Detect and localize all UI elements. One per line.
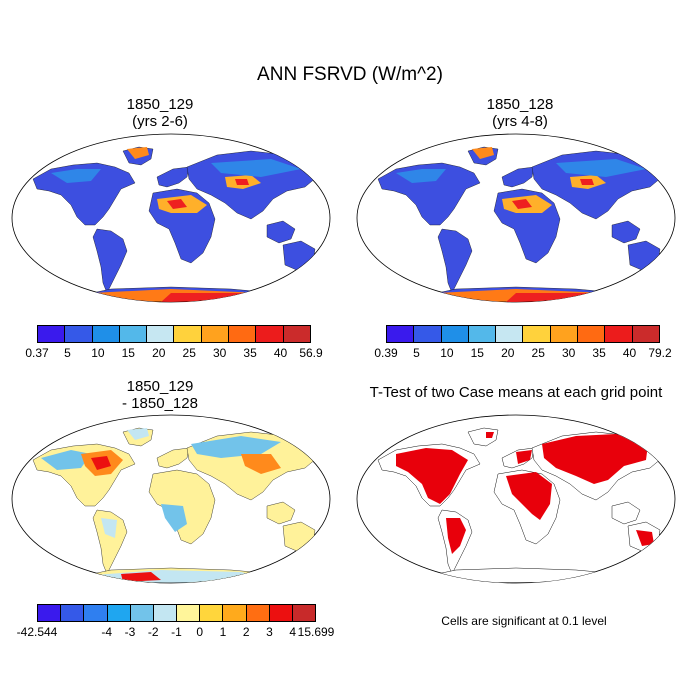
colorbar-label: 1 bbox=[219, 625, 227, 639]
colorbar-cell bbox=[496, 326, 524, 342]
panel-title-top-left: 1850_129 (yrs 2-6) bbox=[10, 96, 310, 130]
colorbar-cell bbox=[107, 605, 131, 621]
colorbar-cell bbox=[130, 605, 154, 621]
colorbar-bottom-left bbox=[37, 604, 316, 622]
colorbar-label: 79.2 bbox=[648, 346, 672, 360]
colorbar-cell bbox=[201, 326, 230, 342]
colorbar-cell bbox=[223, 605, 247, 621]
panel-title-line1: 1850_129 bbox=[126, 378, 194, 395]
colorbar-cell bbox=[387, 326, 415, 342]
colorbar-label: 4 bbox=[289, 625, 297, 639]
colorbar-cell bbox=[414, 326, 442, 342]
colorbar-label: 20 bbox=[152, 346, 166, 360]
colorbar-label: 5 bbox=[413, 346, 420, 360]
colorbar-cell bbox=[84, 605, 108, 621]
colorbar-label: 15.699 bbox=[297, 625, 335, 639]
panel-title-bottom-right: T-Test of two Case means at each grid po… bbox=[369, 384, 663, 401]
colorbar-label: 25 bbox=[182, 346, 196, 360]
colorbar-labels-top-left: 0.37 5 10 15 20 25 30 35 40 56.9 bbox=[25, 346, 322, 360]
colorbar-cell bbox=[92, 326, 120, 342]
colorbar-cell bbox=[246, 605, 270, 621]
colorbar-label: 15 bbox=[470, 346, 484, 360]
colorbar-label: 15 bbox=[121, 346, 135, 360]
map-bottom-right bbox=[356, 414, 676, 584]
colorbar-cell bbox=[292, 605, 316, 621]
colorbar-label: -1 bbox=[171, 625, 182, 639]
colorbar-label: -42.544 bbox=[16, 625, 58, 639]
colorbar-cell bbox=[269, 605, 293, 621]
colorbar-cell bbox=[61, 605, 85, 621]
colorbar-label: 10 bbox=[91, 346, 105, 360]
colorbar-cell bbox=[177, 605, 201, 621]
colorbar-label: 0.37 bbox=[25, 346, 49, 360]
colorbar-label: 2 bbox=[242, 625, 250, 639]
colorbar-top-left bbox=[37, 325, 311, 343]
colorbar-cell bbox=[38, 326, 66, 342]
colorbar-cell bbox=[605, 326, 633, 342]
panel-title-line2: (yrs 2-6) bbox=[132, 113, 188, 130]
map-top-right bbox=[356, 133, 676, 303]
colorbar-label: 20 bbox=[501, 346, 515, 360]
colorbar-cell bbox=[523, 326, 551, 342]
colorbar-label: 56.9 bbox=[299, 346, 323, 360]
colorbar-label: 5 bbox=[64, 346, 71, 360]
colorbar-labels-top-right: 0.39 5 10 15 20 25 30 35 40 79.2 bbox=[374, 346, 671, 360]
colorbar-label: 0.39 bbox=[374, 346, 398, 360]
colorbar-cell bbox=[632, 326, 659, 342]
map-top-left bbox=[11, 133, 331, 303]
colorbar-label: 40 bbox=[273, 346, 288, 360]
colorbar-cell bbox=[153, 605, 178, 621]
panel-title-bottom-left: 1850_129 - 1850_128 bbox=[10, 378, 310, 412]
colorbar-cell bbox=[578, 326, 606, 342]
colorbar-cell bbox=[468, 326, 497, 342]
panel-title-line2: (yrs 4-8) bbox=[492, 113, 548, 130]
colorbar-top-right bbox=[386, 325, 660, 343]
panel-title-line1: 1850_128 bbox=[486, 96, 554, 113]
figure-title: ANN FSRVD (W/m^2) bbox=[257, 64, 443, 85]
colorbar-label: 35 bbox=[243, 346, 257, 360]
colorbar-labels-bottom-left: -42.544 -4 -3 -2 -1 0 1 2 3 4 15.699 bbox=[17, 625, 335, 639]
map-bottom-left bbox=[11, 414, 331, 584]
panel-title-top-right: 1850_128 (yrs 4-8) bbox=[370, 96, 670, 130]
colorbar-label: 25 bbox=[531, 346, 545, 360]
colorbar-label: 30 bbox=[212, 346, 227, 360]
colorbar-label: -4 bbox=[101, 625, 113, 639]
colorbar-cell bbox=[200, 605, 224, 621]
colorbar-label: 30 bbox=[561, 346, 576, 360]
colorbar-label: -3 bbox=[124, 625, 136, 639]
colorbar-label: -2 bbox=[147, 625, 159, 639]
colorbar-label: 35 bbox=[592, 346, 606, 360]
colorbar-cell bbox=[283, 326, 310, 342]
colorbar-cell bbox=[229, 326, 257, 342]
colorbar-cell bbox=[441, 326, 469, 342]
panel-title-line2: - 1850_128 bbox=[122, 395, 198, 412]
colorbar-label: 3 bbox=[266, 625, 273, 639]
colorbar-cell bbox=[65, 326, 93, 342]
colorbar-label: 40 bbox=[622, 346, 637, 360]
colorbar-label: 10 bbox=[440, 346, 454, 360]
colorbar-cell bbox=[147, 326, 175, 342]
colorbar-cell bbox=[256, 326, 284, 342]
colorbar-label: 0 bbox=[196, 625, 204, 639]
panel-title-line1: 1850_129 bbox=[126, 96, 194, 113]
significance-note: Cells are significant at 0.1 level bbox=[441, 614, 607, 628]
colorbar-cell bbox=[550, 326, 579, 342]
colorbar-cell bbox=[174, 326, 202, 342]
colorbar-cell bbox=[38, 605, 62, 621]
colorbar-cell bbox=[119, 326, 148, 342]
